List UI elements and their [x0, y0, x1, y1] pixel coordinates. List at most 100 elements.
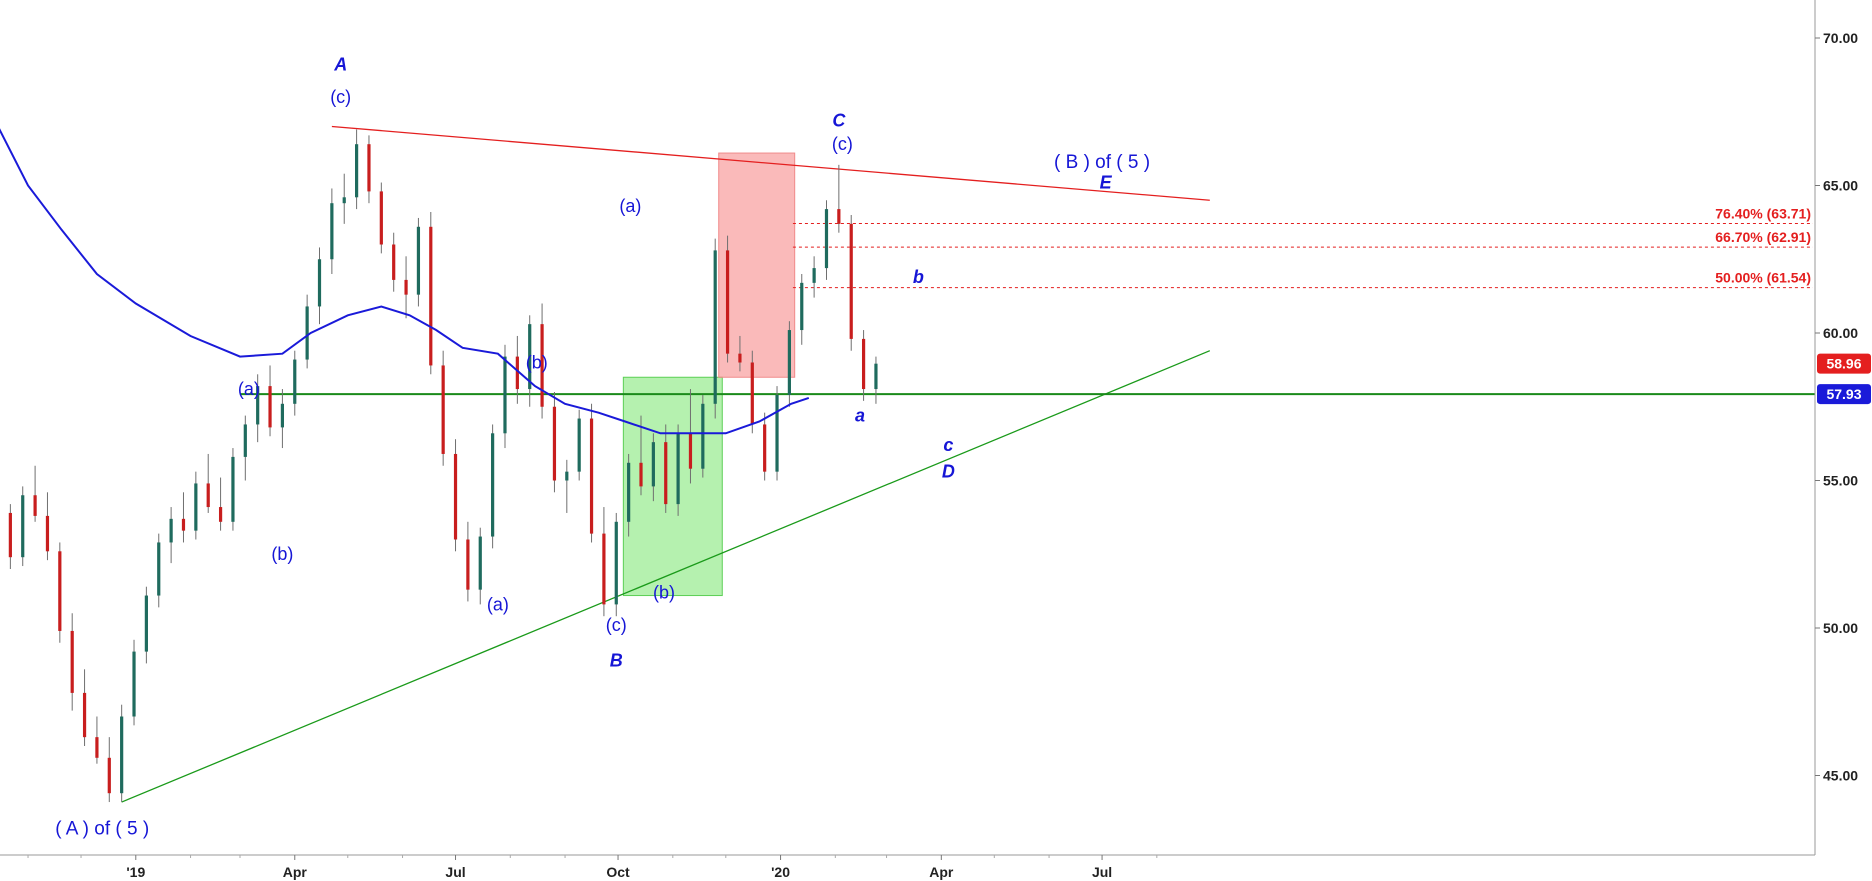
- candle: [181, 492, 186, 543]
- candle: [713, 238, 717, 419]
- candle: [787, 321, 791, 407]
- wave-label: (c): [330, 87, 351, 107]
- candle: [577, 409, 581, 481]
- candle: [750, 350, 754, 434]
- candle: [812, 256, 816, 298]
- x-tick-label: Apr: [929, 864, 954, 880]
- wave-label: (a): [619, 196, 641, 216]
- candle: [824, 200, 829, 280]
- wave-label: (a): [238, 379, 260, 399]
- y-tick-label: 65.00: [1823, 178, 1858, 194]
- candle: [453, 439, 458, 552]
- upper-trendline: [331, 125, 1210, 201]
- candle: [157, 533, 161, 608]
- candle: [466, 521, 470, 602]
- wave-label: b: [913, 267, 924, 287]
- candle: [627, 453, 631, 537]
- candle: [120, 704, 124, 803]
- candle: [565, 459, 569, 513]
- candle: [206, 453, 210, 513]
- y-tick-label: 55.00: [1823, 473, 1858, 489]
- wave-label: (a): [487, 594, 509, 614]
- candle: [429, 212, 433, 375]
- wave-label: (c): [832, 134, 853, 154]
- candle: [194, 471, 198, 540]
- x-tick-label: '19: [126, 864, 145, 880]
- fib-label: 66.70% (62.91): [1715, 229, 1811, 245]
- candle: [33, 465, 37, 522]
- candle: [8, 504, 12, 569]
- candle: [107, 737, 111, 803]
- candle: [317, 247, 322, 325]
- candle: [775, 386, 779, 481]
- wave-label: A: [333, 54, 347, 74]
- wave-label: (c): [606, 615, 627, 635]
- candle: [404, 256, 408, 319]
- wave-labels: ( A ) of ( 5 ) (a) (b) A (c) (a) (b) (c) B (a) (b)…: [55, 54, 1150, 839]
- moving-average-line: [0, 128, 810, 435]
- fib-label: 76.40% (63.71): [1715, 206, 1811, 222]
- x-tick-label: Oct: [606, 864, 630, 880]
- svg-text:58.96: 58.96: [1826, 356, 1861, 372]
- candle: [268, 365, 272, 437]
- candle: [342, 173, 346, 224]
- candle: [354, 129, 359, 210]
- x-tick-label: Jul: [1092, 864, 1112, 880]
- candle: [169, 507, 173, 564]
- candle: [491, 424, 495, 549]
- candle: [528, 315, 532, 407]
- candle: [589, 403, 594, 543]
- candle: [293, 350, 297, 416]
- candle: [602, 507, 606, 617]
- candle: [144, 586, 148, 664]
- candle: [639, 415, 643, 496]
- y-tick-label: 50.00: [1823, 620, 1858, 636]
- wave-label: ( B ) of ( 5 ): [1054, 152, 1150, 173]
- x-tick-label: Apr: [283, 864, 308, 880]
- x-tick-label: '20: [771, 864, 790, 880]
- wave-label: a: [855, 406, 865, 426]
- moving-average: [0, 128, 810, 435]
- y-tick-label: 60.00: [1823, 325, 1858, 341]
- wave-label: B: [610, 650, 623, 670]
- candle: [367, 135, 371, 204]
- candle: [392, 232, 396, 292]
- candle: [416, 217, 421, 307]
- candle: [95, 716, 99, 764]
- candle: [478, 527, 482, 605]
- lower-trendline: [121, 350, 1211, 803]
- candle: [540, 303, 544, 419]
- candlestick-series: [8, 129, 878, 803]
- candle: [849, 215, 853, 351]
- candle: [58, 542, 62, 643]
- candle: [45, 492, 50, 561]
- candle: [330, 188, 334, 274]
- candle: [664, 424, 668, 513]
- candle: [503, 344, 507, 449]
- wave-label: ( A ) of ( 5 ): [55, 819, 149, 840]
- candle: [552, 392, 557, 493]
- wave-label: (b): [653, 583, 675, 603]
- svg-text:57.93: 57.93: [1826, 386, 1861, 402]
- x-tick-label: Jul: [445, 864, 465, 880]
- highlight-zones: [622, 152, 796, 597]
- price-tag-level: 57.93: [1817, 384, 1871, 405]
- candle: [305, 294, 309, 369]
- fib-label: 50.00% (61.54): [1715, 270, 1811, 286]
- trendlines: [121, 125, 1211, 803]
- candle: [676, 424, 680, 516]
- candle: [280, 389, 285, 449]
- wave-label: (b): [271, 544, 293, 564]
- candle: [243, 415, 247, 481]
- price-tag-last: 58.96: [1817, 353, 1871, 374]
- candle: [614, 512, 618, 617]
- candle: [874, 356, 878, 404]
- wave-label: C: [832, 111, 846, 131]
- wave-label: E: [1100, 172, 1113, 192]
- candle: [231, 448, 235, 531]
- wave-label: D: [942, 462, 955, 482]
- y-tick-label: 45.00: [1823, 768, 1858, 784]
- candle: [218, 477, 223, 531]
